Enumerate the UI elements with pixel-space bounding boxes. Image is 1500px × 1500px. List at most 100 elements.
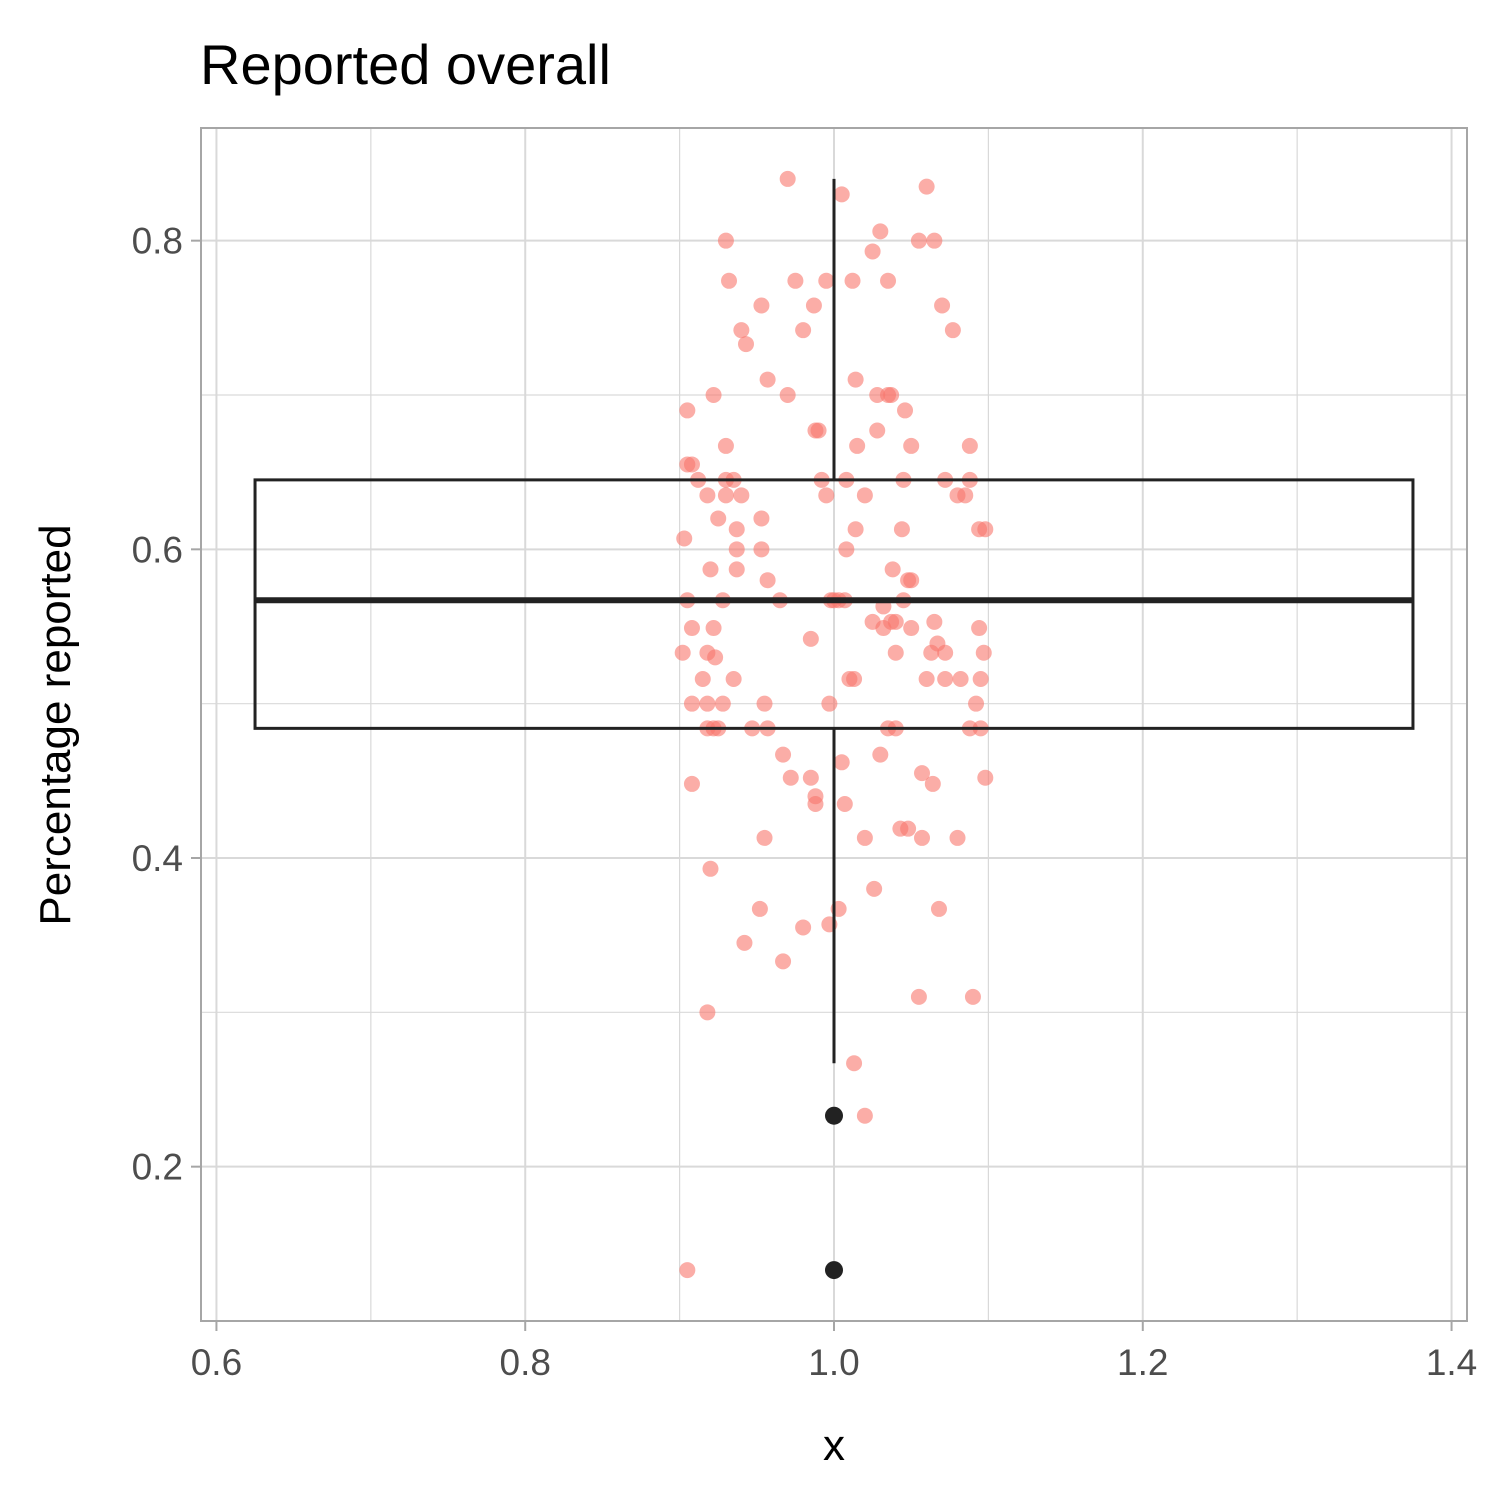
data-point [944, 322, 961, 339]
data-point [926, 232, 943, 249]
data-point [875, 620, 892, 637]
data-point [844, 272, 861, 289]
data-point [679, 402, 696, 419]
data-point [849, 437, 866, 454]
interquartile-box [253, 478, 1415, 730]
data-point [914, 829, 931, 846]
data-point [924, 775, 941, 792]
data-point [702, 860, 719, 877]
data-point [884, 561, 901, 578]
x-tick-label: 1.4 [1426, 1342, 1477, 1383]
data-point [802, 630, 819, 647]
data-point [949, 829, 966, 846]
data-point [883, 386, 900, 403]
y-tick-label: 0.4 [132, 838, 183, 879]
data-point [802, 769, 819, 786]
data-point [753, 541, 770, 558]
data-point [683, 695, 700, 712]
data-point [833, 186, 850, 203]
data-point [728, 541, 745, 558]
data-point [869, 422, 886, 439]
data-point [964, 988, 981, 1005]
data-point [705, 386, 722, 403]
data-point [887, 613, 904, 630]
data-point [736, 934, 753, 951]
data-point [725, 670, 742, 687]
data-point [968, 695, 985, 712]
data-point [887, 644, 904, 661]
data-point [926, 613, 943, 630]
data-point [900, 820, 917, 837]
data-point [728, 561, 745, 578]
data-point [864, 243, 881, 260]
axes: 0.6 0.8 1.0 1.2 1.4 0.2 0.4 0.6 0.8 [132, 221, 1478, 1383]
data-point [930, 900, 947, 917]
data-point [856, 487, 873, 504]
data-point [759, 371, 776, 388]
data-point [782, 769, 799, 786]
data-point [971, 620, 988, 637]
data-point [795, 322, 812, 339]
data-point [836, 795, 853, 812]
data-point [737, 336, 754, 353]
box [253, 178, 1415, 1280]
data-point [856, 829, 873, 846]
data-point [717, 232, 734, 249]
data-point [721, 272, 738, 289]
data-point [753, 297, 770, 314]
data-point [872, 746, 889, 763]
data-point [707, 649, 724, 666]
data-point [952, 670, 969, 687]
data-point [847, 371, 864, 388]
y-tick-label: 0.2 [132, 1147, 183, 1188]
data-point [733, 487, 750, 504]
data-point [787, 272, 804, 289]
data-point [838, 541, 855, 558]
data-point [728, 521, 745, 538]
y-tick-label: 0.6 [132, 529, 183, 570]
data-point [918, 178, 935, 195]
data-point [714, 695, 731, 712]
data-point [818, 272, 835, 289]
data-point [751, 900, 768, 917]
data-point [961, 437, 978, 454]
x-tick-label: 0.6 [191, 1342, 242, 1383]
data-point [699, 695, 716, 712]
data-point [702, 561, 719, 578]
outlier-point [825, 1106, 843, 1125]
data-point [977, 769, 994, 786]
data-point [810, 422, 827, 439]
data-point [937, 670, 954, 687]
data-point [914, 765, 931, 782]
data-point [957, 487, 974, 504]
data-point [679, 1262, 696, 1279]
data-point [683, 456, 700, 473]
data-point [779, 386, 796, 403]
data-point [847, 521, 864, 538]
data-point [818, 487, 835, 504]
data-point [756, 829, 773, 846]
data-point [759, 572, 776, 589]
data-point [856, 1107, 873, 1124]
data-point [937, 644, 954, 661]
data-point [934, 297, 951, 314]
data-point [846, 670, 863, 687]
data-point [775, 953, 792, 970]
data-point [807, 795, 824, 812]
data-point [795, 919, 812, 936]
data-point [872, 223, 889, 240]
x-tick-label: 1.0 [808, 1342, 859, 1383]
data-point [775, 746, 792, 763]
outlier-point [825, 1261, 843, 1280]
x-tick-label: 0.8 [500, 1342, 551, 1383]
data-point [846, 1055, 863, 1072]
data-point [977, 521, 994, 538]
data-point [910, 232, 927, 249]
data-point [683, 620, 700, 637]
data-point [903, 620, 920, 637]
data-point [975, 644, 992, 661]
data-point [705, 620, 722, 637]
data-point [821, 695, 838, 712]
data-point [897, 402, 914, 419]
